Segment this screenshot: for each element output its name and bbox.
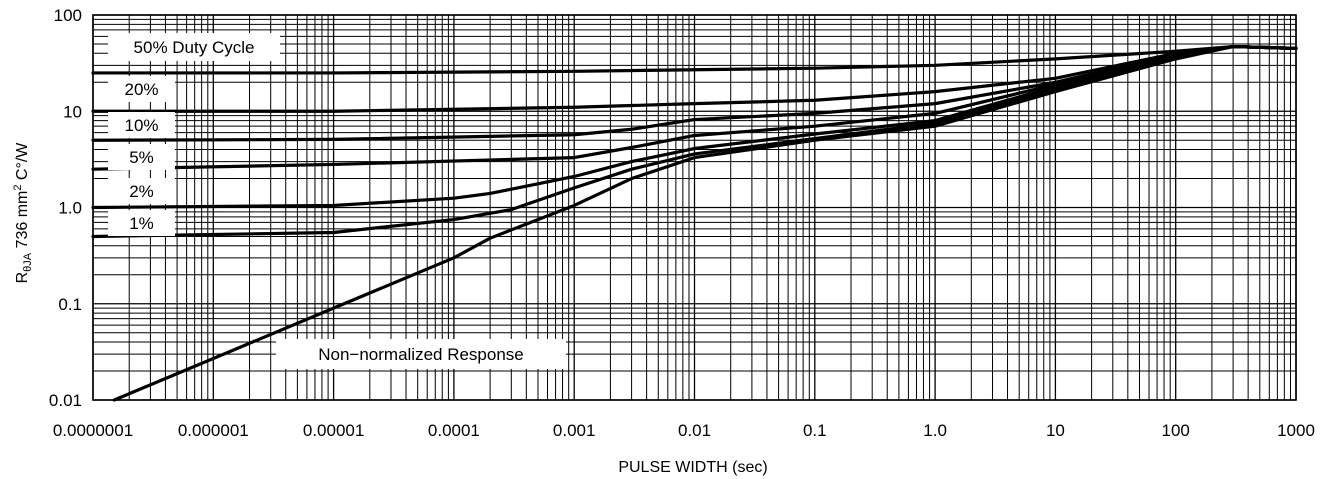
label-bg-3: [108, 144, 175, 170]
x-tick-label: 0.0001: [428, 421, 480, 440]
curve-label-6: Non−normalized Response: [318, 345, 524, 364]
y-tick-label: 100: [54, 6, 82, 25]
x-tick-label: 100: [1162, 421, 1190, 440]
label-bg-5: [108, 210, 175, 236]
x-tick-label: 0.001: [553, 421, 596, 440]
x-tick-label: 0.000001: [178, 421, 249, 440]
curve-label-3: 5%: [129, 148, 154, 167]
curves: [91, 44, 1298, 402]
curve-labels: 50% Duty Cycle 20% 10% 5% 2% 1% Non−normalized…: [108, 33, 566, 369]
curve-label-5: 1%: [129, 214, 154, 233]
x-tick-label: 0.1: [803, 421, 827, 440]
y-tick-label: 10: [63, 102, 82, 121]
label-bg-2: [108, 112, 175, 138]
x-tick-label: 1000: [1277, 421, 1315, 440]
y-tick-label: 0.01: [49, 391, 82, 410]
y-tick-labels: 0.01 0.1 1.0 10 100: [49, 6, 82, 410]
curve-label-4: 2%: [129, 182, 154, 201]
x-tick-label: 10: [1046, 421, 1065, 440]
label-bg-0: [108, 33, 280, 61]
label-bg-1: [108, 76, 175, 102]
x-tick-label: 0.0000001: [53, 421, 133, 440]
curve-label-1: 20%: [124, 80, 158, 99]
x-tick-label: 0.00001: [303, 421, 364, 440]
y-tick-label: 1.0: [58, 199, 82, 218]
label-bg-4: [108, 178, 175, 204]
x-axis-title: PULSE WIDTH (sec): [618, 459, 767, 476]
x-tick-label: 0.01: [678, 421, 711, 440]
curve-label-0: 50% Duty Cycle: [134, 38, 255, 57]
y-axis-title: RθJA 736 mm2 C°/W: [12, 142, 34, 284]
series-line-6: [112, 44, 1298, 402]
label-bg-6: [276, 339, 566, 369]
x-tick-labels: 0.0000001 0.000001 0.00001 0.0001 0.001 0.01 0…: [53, 421, 1315, 440]
curve-label-2: 10%: [124, 116, 158, 135]
x-tick-label: 1.0: [923, 421, 947, 440]
y-tick-label: 0.1: [58, 295, 82, 314]
